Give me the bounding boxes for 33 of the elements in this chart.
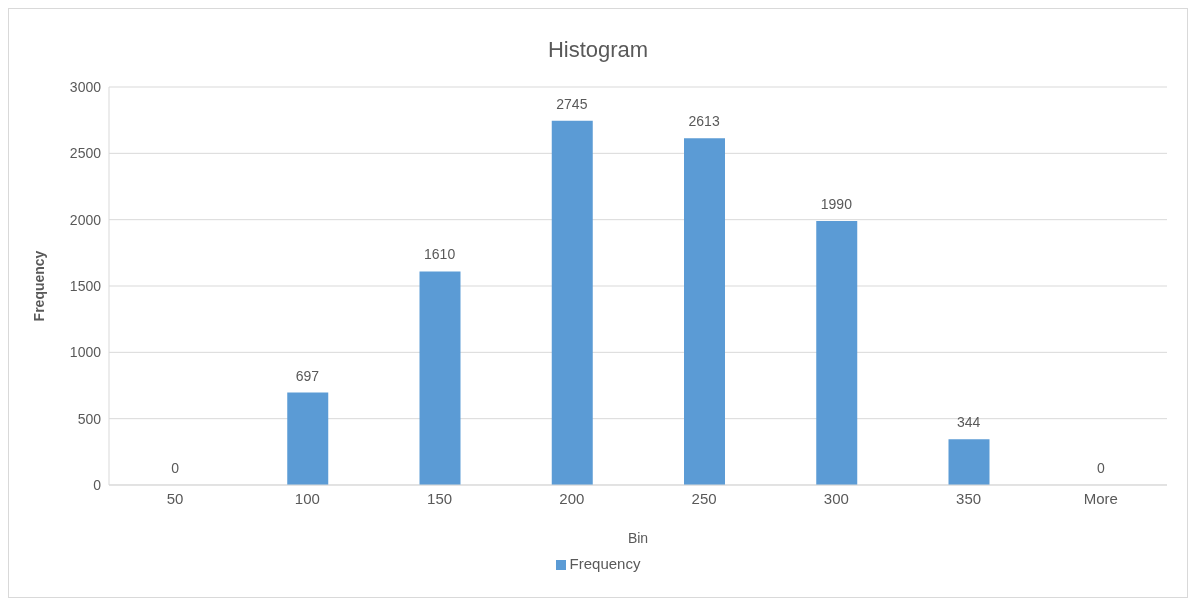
chart-title: Histogram [546, 37, 650, 63]
x-tick-label: 300 [823, 489, 849, 507]
data-label: 344 [956, 414, 981, 431]
bar [948, 439, 990, 485]
x-tick-label: 350 [956, 489, 982, 507]
legend-label: Frequency [569, 555, 641, 572]
y-tick-label: 1500 [69, 277, 102, 294]
x-tick-label: 50 [166, 489, 184, 507]
y-tick-label: 0 [93, 476, 102, 493]
y-tick-label: 2000 [69, 211, 102, 228]
bar [684, 138, 725, 485]
data-label: 2613 [688, 113, 720, 130]
data-label: 0 [171, 460, 180, 476]
y-tick-label: 1000 [69, 344, 102, 361]
data-label: 1990 [820, 195, 853, 212]
bar [419, 271, 461, 485]
data-label: 1610 [424, 246, 456, 263]
y-tick-label: 500 [77, 410, 102, 427]
x-axis-title: Bin [627, 530, 649, 546]
x-tick-label: 250 [691, 489, 717, 507]
x-tick-label: More [1083, 489, 1118, 507]
bar [816, 220, 858, 485]
x-tick-label: 100 [294, 489, 320, 507]
bar [551, 120, 593, 485]
data-label: 2745 [556, 95, 588, 112]
x-tick-label: 200 [559, 489, 585, 507]
y-axis-title: Frequency [30, 250, 47, 322]
y-tick-label: 3000 [69, 78, 102, 95]
data-label: 697 [295, 367, 320, 384]
y-tick-label: 2500 [69, 145, 102, 162]
x-tick-label: 150 [427, 489, 453, 507]
data-label: 0 [1096, 460, 1105, 476]
bar [287, 392, 329, 485]
